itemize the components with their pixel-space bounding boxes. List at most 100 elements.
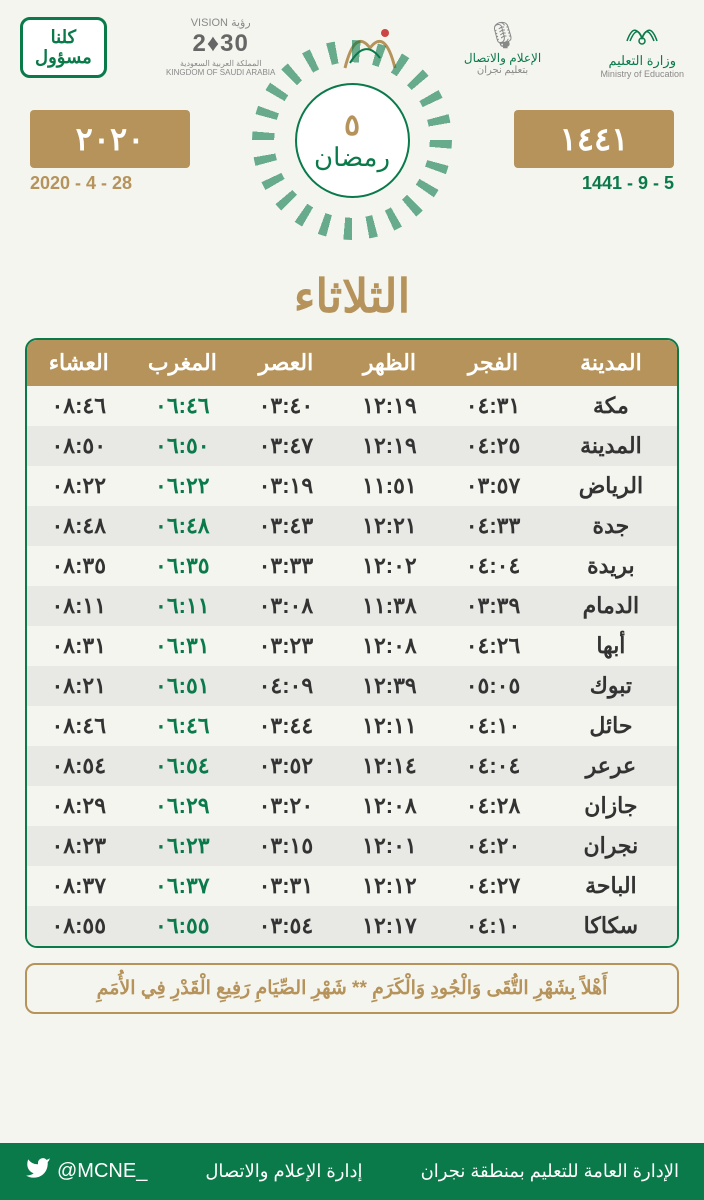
cell-city: جازان [545, 786, 677, 826]
table-row: جدة٠٤:٣٣١٢:٢١٠٣:٤٣٠٦:٤٨٠٨:٤٨ [27, 506, 677, 546]
table-row: أبها٠٤:٢٦١٢:٠٨٠٣:٢٣٠٦:٣١٠٨:٣١ [27, 626, 677, 666]
media-line1: الإعلام والاتصال [464, 51, 541, 65]
cell-asr: ٠٣:٥٢ [234, 746, 338, 786]
quote-box: أَهْلاً بِشَهْرِ التُّقَى وَالْجُودِ وَا… [25, 963, 679, 1014]
table-header: المدينة الفجر الظهر العصر المغرب العشاء [27, 340, 677, 386]
cell-maghrib: ٠٦:٤٦ [131, 386, 235, 426]
cell-city: عرعر [545, 746, 677, 786]
cell-fajr: ٠٤:٢٦ [441, 626, 545, 666]
table-row: حائل٠٤:١٠١٢:١١٠٣:٤٤٠٦:٤٦٠٨:٤٦ [27, 706, 677, 746]
cell-city: بريدة [545, 546, 677, 586]
cell-asr: ٠٣:٤٧ [234, 426, 338, 466]
cell-fajr: ٠٣:٥٧ [441, 466, 545, 506]
moe-line2: Ministry of Education [600, 69, 684, 79]
cell-maghrib: ٠٦:٤٦ [131, 706, 235, 746]
table-body: مكة٠٤:٣١١٢:١٩٠٣:٤٠٠٦:٤٦٠٨:٤٦المدينة٠٤:٢٥… [27, 386, 677, 946]
ramadan-label: رمضان [314, 143, 390, 173]
table-row: سكاكا٠٤:١٠١٢:١٧٠٣:٥٤٠٦:٥٥٠٨:٥٥ [27, 906, 677, 946]
cell-fajr: ٠٤:٠٤ [441, 746, 545, 786]
cell-asr: ٠٣:٣١ [234, 866, 338, 906]
cell-maghrib: ٠٦:٣١ [131, 626, 235, 666]
cell-city: الرياض [545, 466, 677, 506]
cell-asr: ٠٣:١٩ [234, 466, 338, 506]
vision-sub: المملكة العربية السعودية KINGDOM OF SAUD… [166, 59, 275, 78]
cell-asr: ٠٤:٠٩ [234, 666, 338, 706]
col-dhuhr: الظهر [338, 340, 442, 386]
cell-city: الباحة [545, 866, 677, 906]
gregorian-full-date: 2020 - 4 - 28 [30, 173, 132, 194]
cell-isha: ٠٨:٤٨ [27, 506, 131, 546]
cell-dhuhr: ١٢:٠٨ [338, 786, 442, 826]
cell-fajr: ٠٤:١٠ [441, 906, 545, 946]
hijri-full-date: 1441 - 9 - 5 [582, 173, 674, 194]
cell-maghrib: ٠٦:٢٩ [131, 786, 235, 826]
cell-isha: ٠٨:٤٦ [27, 386, 131, 426]
moe-logo: وزارة التعليم Ministry of Education [600, 16, 684, 79]
day-name-title: الثلاثاء [0, 269, 704, 323]
cell-fajr: ٠٤:٣٣ [441, 506, 545, 546]
table-row: الرياض٠٣:٥٧١١:٥١٠٣:١٩٠٦:٢٢٠٨:٢٢ [27, 466, 677, 506]
col-maghrib: المغرب [131, 340, 235, 386]
cell-city: المدينة [545, 426, 677, 466]
cell-isha: ٠٨:٤٦ [27, 706, 131, 746]
col-isha: العشاء [27, 340, 131, 386]
cell-dhuhr: ١١:٥١ [338, 466, 442, 506]
cell-isha: ٠٨:٥٠ [27, 426, 131, 466]
cell-fajr: ٠٤:٣١ [441, 386, 545, 426]
cell-dhuhr: ١١:٣٨ [338, 586, 442, 626]
cell-dhuhr: ١٢:١٩ [338, 426, 442, 466]
twitter-icon [25, 1155, 51, 1188]
twitter-handle: @MCNE_ [57, 1160, 147, 1183]
moe-line1: وزارة التعليم [608, 53, 676, 69]
cell-asr: ٠٣:٢٠ [234, 786, 338, 826]
cell-fajr: ٠٥:٠٥ [441, 666, 545, 706]
mandala-ornament: ٥ رمضان [252, 40, 452, 240]
footer-dept: إدارة الإعلام والاتصال [205, 1161, 362, 1182]
cell-asr: ٠٣:٥٤ [234, 906, 338, 946]
cell-isha: ٠٨:٢١ [27, 666, 131, 706]
cell-maghrib: ٠٦:٣٧ [131, 866, 235, 906]
cell-dhuhr: ١٢:١١ [338, 706, 442, 746]
kullana-logo: كلنا مسؤول [20, 17, 107, 79]
cell-city: تبوك [545, 666, 677, 706]
media-line2: بتعليم نجران [477, 65, 528, 76]
vision-2030-logo: VISION رؤية 2♦30 المملكة العربية السعودي… [166, 17, 275, 78]
cell-dhuhr: ١٢:١٧ [338, 906, 442, 946]
footer-twitter: @MCNE_ [25, 1155, 147, 1188]
col-asr: العصر [234, 340, 338, 386]
ramadan-day-number: ٥ [344, 108, 360, 143]
cell-fajr: ٠٤:١٠ [441, 706, 545, 746]
cell-asr: ٠٣:٣٣ [234, 546, 338, 586]
cell-asr: ٠٣:٤٣ [234, 506, 338, 546]
cell-dhuhr: ١٢:١٢ [338, 866, 442, 906]
cell-maghrib: ٠٦:٥٠ [131, 426, 235, 466]
cell-city: مكة [545, 386, 677, 426]
hijri-year-box: ١٤٤١ [514, 110, 674, 168]
page-footer: الإدارة العامة للتعليم بمنطقة نجران إدار… [0, 1143, 704, 1200]
cell-isha: ٠٨:٥٥ [27, 906, 131, 946]
vision-top: VISION رؤية [191, 17, 251, 30]
cell-fajr: ٠٤:٢٥ [441, 426, 545, 466]
gregorian-year-box: ٢٠٢٠ [30, 110, 190, 168]
cell-dhuhr: ١٢:٠١ [338, 826, 442, 866]
table-row: عرعر٠٤:٠٤١٢:١٤٠٣:٥٢٠٦:٥٤٠٨:٥٤ [27, 746, 677, 786]
kullana-line2: مسؤول [35, 48, 92, 68]
col-city: المدينة [545, 340, 677, 386]
cell-maghrib: ٠٦:٢٢ [131, 466, 235, 506]
table-row: بريدة٠٤:٠٤١٢:٠٢٠٣:٣٣٠٦:٣٥٠٨:٣٥ [27, 546, 677, 586]
prayer-times-table: المدينة الفجر الظهر العصر المغرب العشاء … [25, 338, 679, 948]
cell-dhuhr: ١٢:١٩ [338, 386, 442, 426]
media-dept-logo: 🎙 الإعلام والاتصال بتعليم نجران [464, 20, 541, 76]
cell-city: أبها [545, 626, 677, 666]
cell-isha: ٠٨:١١ [27, 586, 131, 626]
cell-isha: ٠٨:٥٤ [27, 746, 131, 786]
cell-maghrib: ٠٦:٤٨ [131, 506, 235, 546]
cell-asr: ٠٣:٢٣ [234, 626, 338, 666]
cell-dhuhr: ١٢:٠٨ [338, 626, 442, 666]
cell-city: نجران [545, 826, 677, 866]
cell-asr: ٠٣:١٥ [234, 826, 338, 866]
cell-dhuhr: ١٢:٣٩ [338, 666, 442, 706]
col-fajr: الفجر [441, 340, 545, 386]
table-row: جازان٠٤:٢٨١٢:٠٨٠٣:٢٠٠٦:٢٩٠٨:٢٩ [27, 786, 677, 826]
cell-asr: ٠٣:٠٨ [234, 586, 338, 626]
